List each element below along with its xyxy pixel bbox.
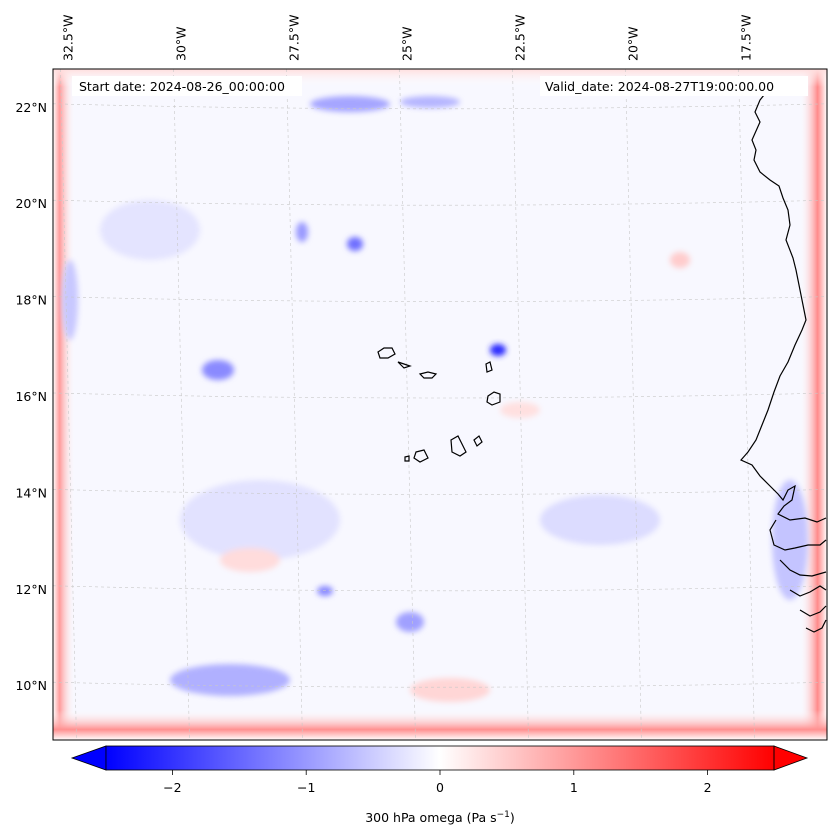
ascent-patch-top	[310, 96, 390, 112]
map-panel: Start date: 2024-08-26_00:00:00 Valid_da…	[15, 15, 828, 741]
meridian-line	[173, 69, 190, 740]
colorbar-gradient	[106, 746, 774, 770]
field-band-west	[53, 69, 75, 740]
meridian-line	[738, 69, 755, 740]
coastline-guinea-bissau-3	[805, 619, 827, 633]
coastlines	[377, 89, 827, 633]
island-santo-antao	[377, 347, 396, 359]
ascent-patch-east	[540, 495, 660, 545]
island-santiago	[450, 435, 467, 457]
ascent-patch-west-edge	[62, 260, 78, 340]
coastline-senegal	[769, 519, 827, 551]
longitude-label: 30°W	[174, 26, 189, 61]
latitude-label: 18°N	[15, 293, 47, 308]
latitude-labels: 22°N 20°N 18°N 16°N 14°N 12°N 10°N	[15, 100, 47, 693]
field-band-east	[800, 69, 827, 740]
meridian-line	[625, 69, 642, 740]
colorbar-extend-min	[70, 745, 107, 771]
valid-date-box	[540, 76, 808, 96]
latitude-label: 16°N	[15, 389, 47, 404]
parallel-line	[53, 296, 827, 302]
latitude-label: 20°N	[15, 196, 47, 211]
parallel-line	[53, 585, 827, 592]
colorbar-tick-label: 0	[436, 780, 444, 795]
longitude-label: 32.5°W	[61, 15, 76, 61]
ascent-patch-west	[202, 360, 234, 380]
island-sal	[485, 361, 493, 373]
colorbar-tick-label: 2	[704, 780, 712, 795]
ascent-patch-south-small	[317, 586, 333, 596]
island-sao-vicente	[397, 361, 412, 369]
longitude-label: 20°W	[626, 26, 641, 61]
colorbar-tick-label: −1	[297, 780, 315, 795]
longitude-label: 27.5°W	[287, 15, 302, 61]
meridian-line	[512, 69, 529, 740]
start-date-box	[72, 76, 302, 96]
omega-blobs	[62, 96, 808, 702]
island-maio	[473, 435, 483, 447]
ascent-patch-north	[347, 237, 363, 251]
map-background	[53, 69, 827, 740]
africa-coastline	[740, 89, 827, 523]
parallel-line	[53, 392, 827, 399]
gridlines	[53, 69, 827, 740]
longitude-label: 17.5°W	[739, 15, 754, 61]
coastline-gambia	[779, 559, 827, 577]
meridian-line	[60, 69, 77, 740]
latitude-label: 10°N	[15, 678, 47, 693]
colorbar-label-close: )	[510, 810, 515, 825]
colorbar-label-main: 300 hPa omega (Pa s	[365, 810, 496, 825]
omega-field	[53, 69, 827, 740]
colorbar-tick-label: −2	[163, 780, 181, 795]
ascent-patch-nw	[100, 200, 200, 260]
parallel-line	[53, 489, 827, 495]
descent-patch-central	[500, 402, 540, 418]
latitude-label: 12°N	[15, 582, 47, 597]
descent-patch-southwest	[220, 548, 280, 572]
descent-patch-south	[410, 678, 490, 702]
longitude-labels: 32.5°W 30°W 27.5°W 25°W 22.5°W 20°W 17.5°W	[61, 15, 754, 61]
ascent-core-cabo-verde	[490, 344, 506, 356]
ascent-patch-south	[396, 612, 424, 632]
colorbar-extend-max	[773, 745, 809, 771]
descent-patch-ne	[670, 252, 690, 268]
ascent-patch-northwest	[296, 222, 308, 242]
ascent-patch-coast	[772, 480, 808, 600]
ascent-patch-top-right	[400, 96, 460, 108]
meridian-line	[286, 69, 303, 740]
meridian-line	[399, 69, 416, 740]
parallel-line	[53, 199, 827, 206]
longitude-label: 22.5°W	[513, 15, 528, 61]
colorbar-label-exponent: −1	[497, 810, 510, 820]
latitude-label: 22°N	[15, 100, 47, 115]
colorbar: −2 −1 0 1 2 300 hPa omega (Pa s−1)	[70, 745, 809, 825]
colorbar-label: 300 hPa omega (Pa s−1)	[365, 810, 515, 825]
island-fogo	[413, 449, 429, 463]
coastline-guinea-bissau-1	[789, 585, 827, 597]
coastline-guinea-bissau-2	[799, 605, 827, 617]
start-date-label: Start date: 2024-08-26_00:00:00	[79, 79, 285, 94]
map-frame	[52, 68, 828, 741]
latitude-label: 14°N	[15, 485, 47, 500]
ascent-patch-southwest	[170, 664, 290, 696]
longitude-label: 25°W	[400, 26, 415, 61]
colorbar-tick-label: 1	[570, 780, 578, 795]
field-band-south	[53, 710, 827, 740]
island-boa-vista	[486, 391, 501, 406]
parallel-line	[53, 103, 827, 110]
colorbar-ticks: −2 −1 0 1 2	[163, 770, 712, 795]
ascent-patch-central	[180, 480, 340, 560]
valid-date-label: Valid_date: 2024-08-27T19:00:00.00	[545, 79, 774, 94]
parallel-line	[53, 681, 827, 688]
island-sao-nicolau	[418, 371, 438, 379]
island-brava	[404, 455, 410, 462]
